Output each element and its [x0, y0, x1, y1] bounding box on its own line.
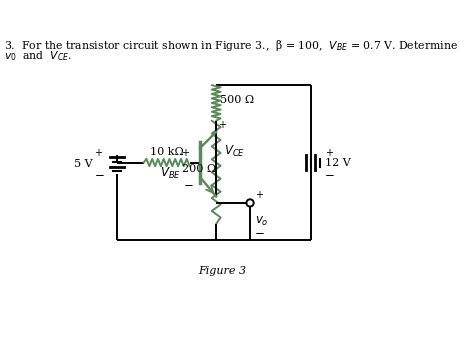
Text: 500 Ω: 500 Ω: [220, 95, 255, 105]
Text: 5 V: 5 V: [74, 159, 93, 169]
Text: −: −: [94, 169, 104, 182]
Text: 3.  For the transistor circuit shown in Figure 3.,  β = 100,  $V_{BE}$ = 0.7 V. : 3. For the transistor circuit shown in F…: [4, 38, 458, 53]
Text: −: −: [255, 227, 265, 240]
Text: 10 kΩ: 10 kΩ: [150, 147, 183, 157]
Text: +: +: [94, 148, 102, 158]
Text: 200 Ω: 200 Ω: [182, 164, 217, 174]
Text: +: +: [181, 148, 189, 158]
Text: $V_{BE}$: $V_{BE}$: [160, 166, 181, 181]
Text: +: +: [255, 190, 263, 200]
Text: $V_{CE}$: $V_{CE}$: [224, 144, 245, 159]
Text: −: −: [325, 169, 335, 182]
Text: +: +: [325, 148, 333, 158]
Text: $v_0$  and  $V_{CE}$.: $v_0$ and $V_{CE}$.: [4, 50, 72, 64]
Text: Figure 3: Figure 3: [198, 266, 246, 276]
Text: $v_o$: $v_o$: [255, 215, 268, 228]
Text: −: −: [184, 179, 194, 192]
Text: +: +: [218, 120, 226, 131]
Text: 12 V: 12 V: [325, 158, 351, 168]
